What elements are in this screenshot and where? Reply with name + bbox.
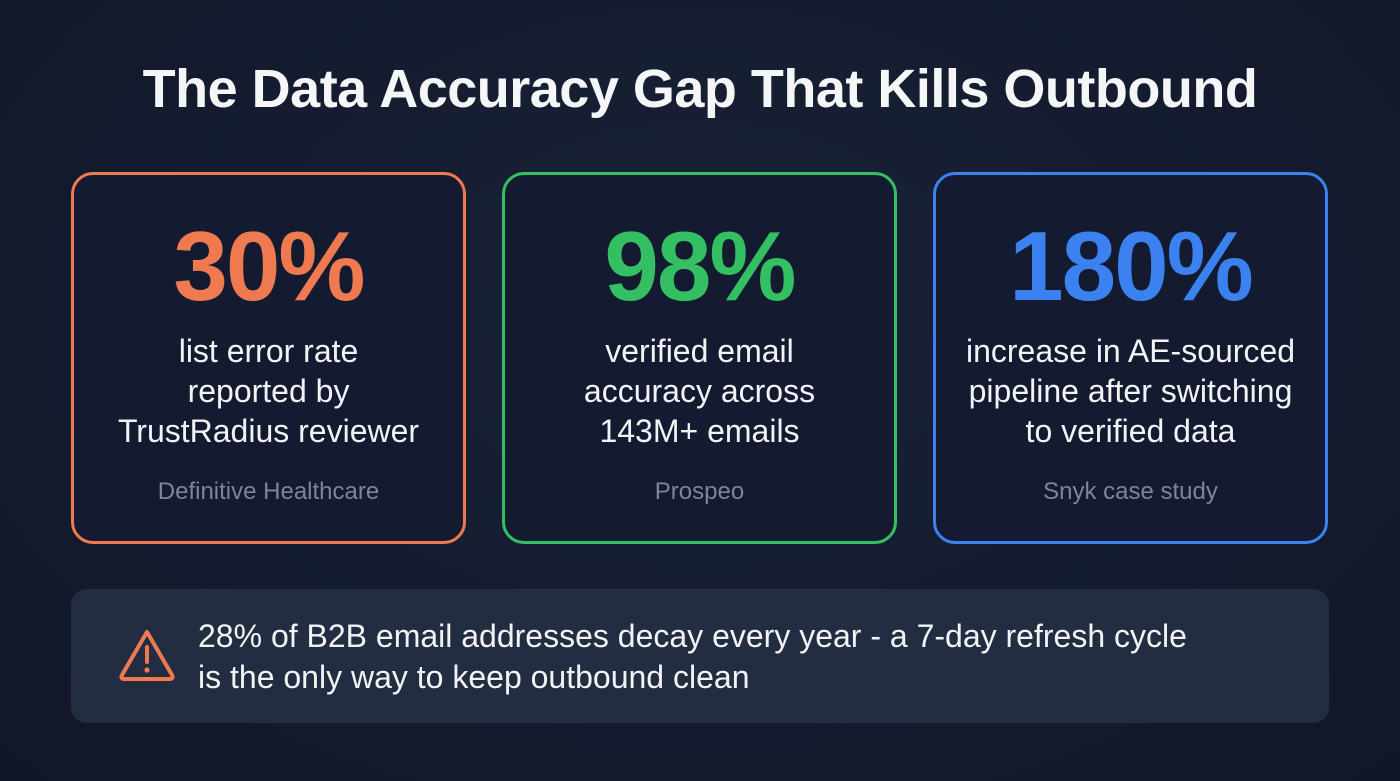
stat-value: 180% <box>1009 211 1254 321</box>
stat-value: 98% <box>604 211 796 321</box>
stat-value: 30% <box>173 211 365 321</box>
stat-source: Prospeo <box>654 478 745 505</box>
stat-description-line: 143M+ emails <box>599 413 800 449</box>
stat-source: Definitive Healthcare <box>157 478 380 505</box>
stat-description-line: verified email <box>605 333 794 369</box>
stat-card-verified-accuracy: 98% verified email accuracy across 143M+… <box>502 172 897 544</box>
stat-description-line: reported by <box>187 373 350 409</box>
stat-description-line: TrustRadius reviewer <box>117 413 420 449</box>
stat-card-pipeline-increase: 180% increase in AE-sourced pipeline aft… <box>933 172 1328 544</box>
stat-description-line: accuracy across <box>583 373 816 409</box>
stat-description: increase in AE-sourced pipeline after sw… <box>946 331 1315 451</box>
stat-card-error-rate: 30% list error rate reported by TrustRad… <box>71 172 466 544</box>
warning-text: 28% of B2B email addresses decay every y… <box>198 616 1187 698</box>
warning-banner: 28% of B2B email addresses decay every y… <box>71 589 1329 723</box>
stat-source: Snyk case study <box>1043 478 1218 505</box>
warning-triangle-icon <box>117 627 177 683</box>
warning-text-line: is the only way to keep outbound clean <box>198 659 750 695</box>
warning-text-line: 28% of B2B email addresses decay every y… <box>198 618 1187 654</box>
page-title: The Data Accuracy Gap That Kills Outboun… <box>142 59 1258 119</box>
stat-description: verified email accuracy across 143M+ ema… <box>515 331 884 451</box>
stat-description-line: to verified data <box>1025 413 1236 449</box>
stat-description-line: list error rate <box>178 333 359 369</box>
stat-description: list error rate reported by TrustRadius … <box>84 331 453 451</box>
stat-description-line: increase in AE-sourced <box>965 333 1296 369</box>
stat-description-line: pipeline after switching <box>968 373 1293 409</box>
